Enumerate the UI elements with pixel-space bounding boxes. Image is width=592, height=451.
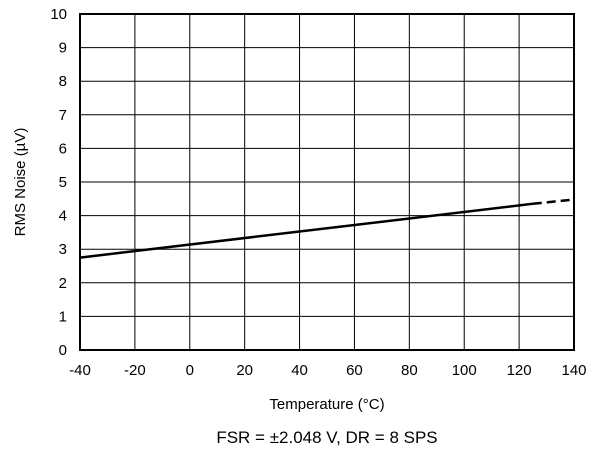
x-tick-label: -40 bbox=[69, 362, 91, 379]
y-tick-label: 3 bbox=[59, 241, 67, 258]
series bbox=[79, 198, 575, 259]
y-tick-label: 0 bbox=[59, 342, 67, 359]
y-tick-label: 4 bbox=[59, 208, 67, 225]
y-axis-title: RMS Noise (µV) bbox=[12, 128, 29, 237]
y-tick-label: 6 bbox=[59, 140, 67, 157]
x-tick-label: 100 bbox=[452, 362, 477, 379]
y-tick-label: 9 bbox=[59, 40, 67, 57]
y-tick-label: 1 bbox=[59, 308, 67, 325]
y-tick-label: 10 bbox=[50, 6, 67, 23]
series-line bbox=[79, 202, 533, 259]
x-tick-label: -20 bbox=[124, 362, 146, 379]
x-tick-label: 0 bbox=[186, 362, 194, 379]
series-line-extrapolated bbox=[532, 198, 575, 206]
x-tick-label: 20 bbox=[236, 362, 253, 379]
x-tick-label: 140 bbox=[561, 362, 586, 379]
tick-labels: -40 -20 0 20 40 60 80 100 120 140 0 1 2 3 4 5 6 7 8 9 10 bbox=[50, 6, 586, 379]
x-tick-label: 40 bbox=[291, 362, 308, 379]
y-tick-label: 5 bbox=[59, 174, 67, 191]
x-tick-label: 60 bbox=[346, 362, 363, 379]
x-tick-label: 80 bbox=[401, 362, 418, 379]
y-tick-label: 8 bbox=[59, 73, 67, 90]
grid bbox=[79, 13, 575, 351]
x-axis-title: Temperature (°C) bbox=[269, 396, 384, 413]
y-tick-label: 7 bbox=[59, 107, 67, 124]
plot-frame bbox=[79, 13, 575, 351]
x-tick-label: 120 bbox=[507, 362, 532, 379]
y-tick-label: 2 bbox=[59, 275, 67, 292]
chart-caption: FSR = ±2.048 V, DR = 8 SPS bbox=[216, 428, 437, 447]
